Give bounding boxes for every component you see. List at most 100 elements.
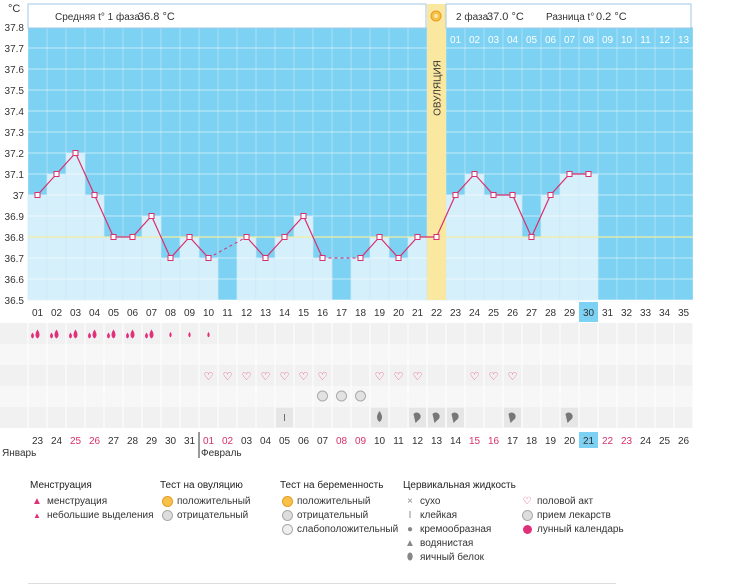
heart-icon: ♡ xyxy=(318,371,328,383)
calendar-date: 12 xyxy=(412,436,424,447)
y-tick-label: 36.7 xyxy=(5,254,25,265)
legend-item: положительный xyxy=(160,495,250,509)
cycle-day-label: 24 xyxy=(469,308,481,319)
phase2-day-label: 05 xyxy=(526,35,538,46)
legend-item: ● кремообразная xyxy=(403,523,516,537)
cycle-day-label: 09 xyxy=(184,308,196,319)
cycle-day-label: 05 xyxy=(108,308,120,319)
temperature-point[interactable] xyxy=(72,150,79,156)
positive-ovulation-icon xyxy=(161,495,173,507)
temperature-point[interactable] xyxy=(566,171,573,177)
temperature-point[interactable] xyxy=(471,171,478,177)
temperature-point[interactable] xyxy=(129,234,136,240)
phase2-day-label: 09 xyxy=(602,35,614,46)
y-tick-label: 37.5 xyxy=(5,86,25,97)
temperature-point[interactable] xyxy=(585,171,592,177)
temperature-point[interactable] xyxy=(547,192,554,198)
temperature-point[interactable] xyxy=(433,234,440,240)
cycle-day-label: 16 xyxy=(317,308,329,319)
legend-menstruation: Менструация ▲ менструация ▲ небольшие выде… xyxy=(30,480,154,523)
calendar-date: 01 xyxy=(203,436,215,447)
y-tick-label: 37.6 xyxy=(5,65,25,76)
y-tick-label: 37.8 xyxy=(5,23,25,34)
temperature-point[interactable] xyxy=(91,192,98,198)
temperature-point[interactable] xyxy=(357,255,364,261)
cycle-day-label: 27 xyxy=(526,308,538,319)
calendar-date: 20 xyxy=(564,436,576,447)
temperature-line xyxy=(37,151,209,260)
legend-pregnancy-test-title: Тест на беременность xyxy=(280,480,384,491)
y-tick-label: 37.7 xyxy=(5,44,25,55)
ovulation-column xyxy=(427,4,446,300)
temperature-point[interactable] xyxy=(186,234,193,240)
cycle-day-label: 19 xyxy=(374,308,386,319)
phase2-day-label: 07 xyxy=(564,35,576,46)
cycle-day-label: 17 xyxy=(336,308,348,319)
sun-icon xyxy=(430,10,442,22)
creamy-icon: ● xyxy=(406,524,414,535)
temperature-point[interactable] xyxy=(395,255,402,261)
menstruation-icon xyxy=(92,329,97,339)
temperature-point[interactable] xyxy=(205,255,212,261)
temperature-bar xyxy=(122,236,143,301)
heart-icon: ♡ xyxy=(394,371,404,383)
temperature-point[interactable] xyxy=(262,255,269,261)
temperature-bar xyxy=(407,236,428,301)
today-highlight xyxy=(579,432,598,448)
temperature-point[interactable] xyxy=(148,213,155,219)
temperature-point[interactable] xyxy=(167,255,174,261)
phase2-day-label: 10 xyxy=(621,35,633,46)
calendar-date: 24 xyxy=(51,436,63,447)
legend-other: . ♡половой акт прием лекарств лунный кал… xyxy=(520,480,624,537)
calendar-date: 24 xyxy=(640,436,652,447)
menstruation-icon xyxy=(145,332,148,339)
calendar-date: 04 xyxy=(260,436,272,447)
phase2-day-label: 12 xyxy=(659,35,671,46)
pill-icon xyxy=(317,390,328,402)
temperature-point[interactable] xyxy=(53,171,60,177)
temperature-point[interactable] xyxy=(243,234,250,240)
month-label: Февраль xyxy=(201,448,242,459)
temperature-point[interactable] xyxy=(452,192,459,198)
temperature-point[interactable] xyxy=(414,234,421,240)
phase2-day-label: 01 xyxy=(450,35,462,46)
legend-pregnancy-test: Тест на беременность положительный отриц… xyxy=(280,480,398,537)
temperature-point[interactable] xyxy=(528,234,535,240)
heart-icon: ♡ xyxy=(242,371,252,383)
cycle-day-label: 06 xyxy=(127,308,139,319)
temperature-point[interactable] xyxy=(281,234,288,240)
watery-icon: ▲ xyxy=(405,538,415,549)
legend-item: ⬮ яичный белок xyxy=(403,551,516,565)
phase1-value: 36.8 °C xyxy=(138,11,175,23)
temperature-point[interactable] xyxy=(376,234,383,240)
phase2-day-label: 08 xyxy=(583,35,595,46)
heart-icon: ♡ xyxy=(261,371,271,383)
heart-icon: ♡ xyxy=(223,371,233,383)
phase2-value: 37.0 °C xyxy=(487,11,524,23)
legend-item: × сухо xyxy=(403,495,516,509)
temperature-point[interactable] xyxy=(300,213,307,219)
legend-item: ▲ небольшие выделения xyxy=(30,509,154,523)
calendar-date: 21 xyxy=(583,436,595,447)
cycle-day-label: 10 xyxy=(203,308,215,319)
legend-item: ▲ менструация xyxy=(30,495,154,509)
temperature-point[interactable] xyxy=(34,192,41,198)
temperature-point[interactable] xyxy=(490,192,497,198)
cycle-day-label: 33 xyxy=(640,308,652,319)
creamy-icon xyxy=(565,412,573,423)
info-row xyxy=(0,344,693,365)
cycle-day-label: 34 xyxy=(659,308,671,319)
y-tick-label: 37.1 xyxy=(5,170,25,181)
temperature-point[interactable] xyxy=(319,255,326,261)
cycle-day-label: 25 xyxy=(488,308,500,319)
cycle-day-label: 32 xyxy=(621,308,633,319)
calendar-date: 09 xyxy=(355,436,367,447)
temperature-point[interactable] xyxy=(110,234,117,240)
cycle-day-label: 28 xyxy=(545,308,557,319)
phase1-label: Средняя t° 1 фаза xyxy=(55,11,140,23)
phase2-label: 2 фаза xyxy=(456,11,489,23)
phase1-panel xyxy=(27,3,427,29)
cycle-day-label: 04 xyxy=(89,308,101,319)
temperature-point[interactable] xyxy=(509,192,516,198)
